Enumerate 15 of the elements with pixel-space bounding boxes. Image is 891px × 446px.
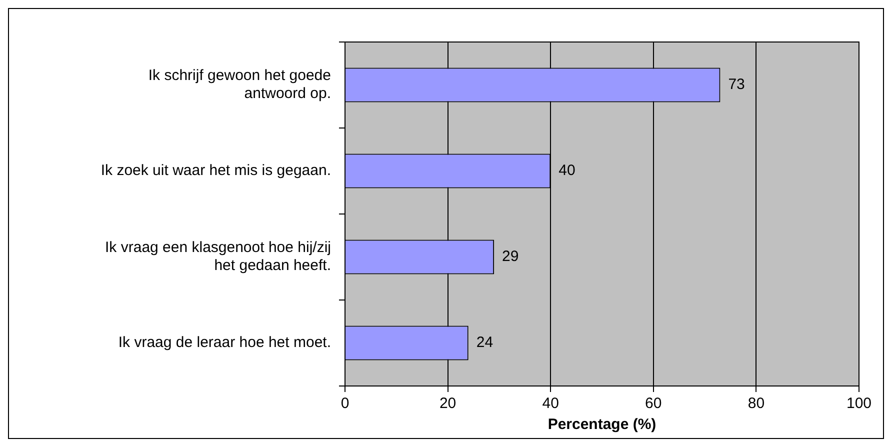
y-tick-label: Ik vraag de leraar hoe het moet. — [118, 334, 331, 352]
x-tick-label: 0 — [340, 395, 350, 412]
x-tick-label: 100 — [846, 395, 872, 412]
x-tick-label: 40 — [542, 395, 559, 412]
y-tick-label: Ik schrijf gewoon het goede antwoord op. — [148, 67, 331, 102]
y-tick-label: Ik zoek uit waar het mis is gegaan. — [100, 162, 331, 180]
x-tick-label: 20 — [439, 395, 456, 412]
data-label: 24 — [476, 334, 494, 352]
x-tick-label: 80 — [748, 395, 765, 412]
x-axis-title: Percentage (%) — [548, 416, 656, 434]
x-tick-label: 60 — [645, 395, 662, 412]
data-label: 29 — [502, 248, 519, 266]
data-label: 73 — [728, 76, 745, 94]
y-tick-label: Ik vraag een klasgenoot hoe hij/zij het gedaan heeft. — [105, 239, 331, 274]
data-label: 40 — [558, 162, 576, 180]
